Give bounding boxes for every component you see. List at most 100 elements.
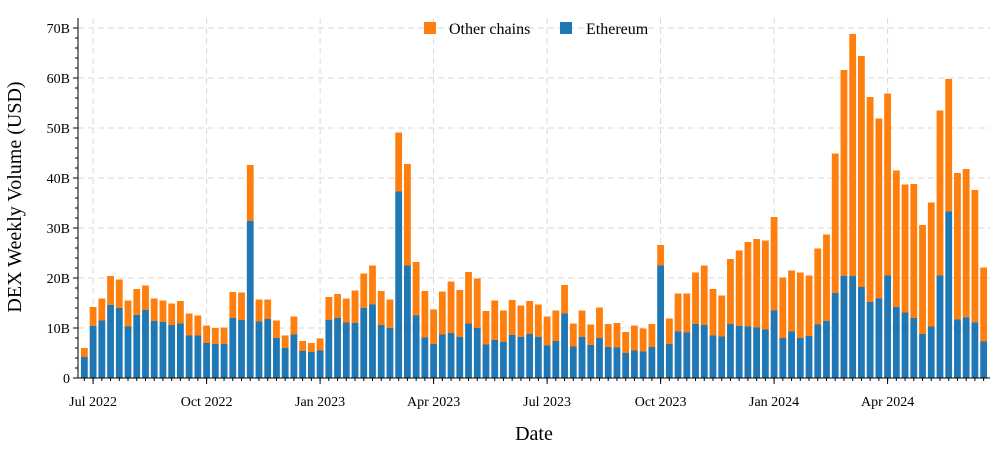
bar-other-chains bbox=[630, 325, 638, 351]
bar-ethereum bbox=[273, 338, 280, 378]
x-tick-label: Apr 2023 bbox=[407, 395, 460, 410]
x-tick-label: Jan 2024 bbox=[749, 395, 799, 410]
bar-other-chains bbox=[665, 318, 673, 344]
bar-ethereum bbox=[80, 357, 88, 378]
bar-other-chains bbox=[709, 289, 717, 336]
bar-ethereum bbox=[238, 320, 245, 378]
bar-ethereum bbox=[133, 315, 141, 378]
bar-ethereum bbox=[325, 320, 333, 378]
bar-ethereum bbox=[630, 350, 638, 378]
bar-other-chains bbox=[220, 327, 228, 344]
bar-other-chains bbox=[779, 277, 787, 338]
bar-other-chains bbox=[788, 270, 795, 332]
bar-ethereum bbox=[657, 265, 665, 378]
bar-other-chains bbox=[596, 307, 603, 338]
bar-ethereum bbox=[456, 337, 464, 378]
bar-other-chains bbox=[194, 315, 202, 336]
x-tick-label: Jul 2022 bbox=[69, 395, 117, 410]
bar-other-chains bbox=[334, 294, 341, 318]
bar-ethereum bbox=[342, 322, 350, 378]
bar-other-chains bbox=[962, 169, 970, 318]
bar-ethereum bbox=[159, 322, 167, 378]
bar-other-chains bbox=[430, 309, 438, 344]
legend-swatch-ethereum bbox=[560, 22, 572, 34]
bar-other-chains bbox=[107, 276, 114, 305]
y-tick-label: 50B bbox=[47, 122, 70, 137]
bar-ethereum bbox=[316, 350, 324, 378]
bar-other-chains bbox=[927, 202, 935, 327]
bar-other-chains bbox=[142, 285, 149, 310]
bar-other-chains bbox=[770, 217, 778, 311]
bar-ethereum bbox=[622, 353, 630, 378]
bar-other-chains bbox=[273, 320, 280, 338]
bar-other-chains bbox=[185, 313, 193, 336]
bar-ethereum bbox=[447, 333, 455, 378]
bar-ethereum bbox=[534, 337, 542, 378]
bar-other-chains bbox=[168, 303, 176, 325]
bar-other-chains bbox=[727, 259, 734, 324]
bar-other-chains bbox=[360, 273, 368, 308]
bar-ethereum bbox=[421, 337, 429, 378]
bar-other-chains bbox=[901, 184, 909, 313]
bar-other-chains bbox=[823, 234, 830, 321]
bar-other-chains bbox=[133, 289, 141, 315]
bar-other-chains bbox=[412, 262, 420, 316]
bar-ethereum bbox=[779, 338, 787, 378]
bar-ethereum bbox=[150, 321, 158, 378]
bar-ethereum bbox=[823, 321, 830, 378]
bar-other-chains bbox=[438, 291, 446, 335]
x-axis-title: Date bbox=[515, 423, 553, 445]
bar-ethereum bbox=[962, 317, 970, 378]
bar-other-chains bbox=[543, 316, 551, 346]
bar-ethereum bbox=[692, 324, 699, 378]
bar-ethereum bbox=[683, 332, 691, 378]
bar-ethereum bbox=[526, 334, 534, 378]
bar-other-chains bbox=[465, 272, 472, 324]
legend: Other chains Ethereum bbox=[424, 21, 649, 38]
bar-other-chains bbox=[744, 242, 752, 327]
bar-ethereum bbox=[805, 336, 813, 378]
bar-other-chains bbox=[910, 184, 918, 318]
bar-ethereum bbox=[176, 323, 184, 378]
bar-ethereum bbox=[403, 265, 411, 378]
bar-other-chains bbox=[980, 267, 988, 342]
bar-other-chains bbox=[674, 293, 682, 332]
bar-ethereum bbox=[194, 335, 202, 378]
bar-ethereum bbox=[465, 323, 472, 378]
bar-ethereum bbox=[185, 335, 193, 378]
bar-ethereum bbox=[246, 221, 254, 378]
bar-ethereum bbox=[473, 328, 481, 378]
bar-other-chains bbox=[587, 324, 595, 345]
bar-ethereum bbox=[840, 276, 848, 378]
bar-ethereum bbox=[788, 331, 795, 378]
bar-ethereum bbox=[954, 319, 961, 378]
bar-ethereum bbox=[517, 337, 525, 378]
bar-other-chains bbox=[456, 290, 464, 337]
bar-ethereum bbox=[107, 305, 114, 378]
bar-other-chains bbox=[211, 328, 219, 344]
bar-ethereum bbox=[438, 334, 446, 378]
bar-ethereum bbox=[613, 347, 621, 378]
y-tick-label: 40B bbox=[47, 172, 70, 187]
bar-ethereum bbox=[796, 338, 804, 378]
bar-other-chains bbox=[919, 225, 926, 334]
bar-other-chains bbox=[735, 250, 743, 326]
x-tick-label: Oct 2023 bbox=[635, 395, 687, 410]
bar-other-chains bbox=[875, 118, 883, 299]
bar-other-chains bbox=[718, 295, 726, 337]
y-tick-label: 20B bbox=[47, 272, 70, 287]
bar-ethereum bbox=[761, 329, 769, 378]
bar-ethereum bbox=[884, 275, 892, 378]
bar-ethereum bbox=[211, 344, 219, 378]
bar-ethereum bbox=[543, 345, 551, 378]
bar-ethereum bbox=[727, 324, 734, 378]
bar-ethereum bbox=[98, 320, 106, 378]
bar-other-chains bbox=[753, 239, 761, 328]
bar-other-chains bbox=[89, 307, 97, 326]
bar-other-chains bbox=[517, 305, 525, 337]
bar-ethereum bbox=[369, 304, 376, 378]
bar-other-chains bbox=[604, 324, 612, 347]
bar-ethereum bbox=[639, 351, 647, 378]
y-tick-label: 60B bbox=[47, 72, 70, 87]
